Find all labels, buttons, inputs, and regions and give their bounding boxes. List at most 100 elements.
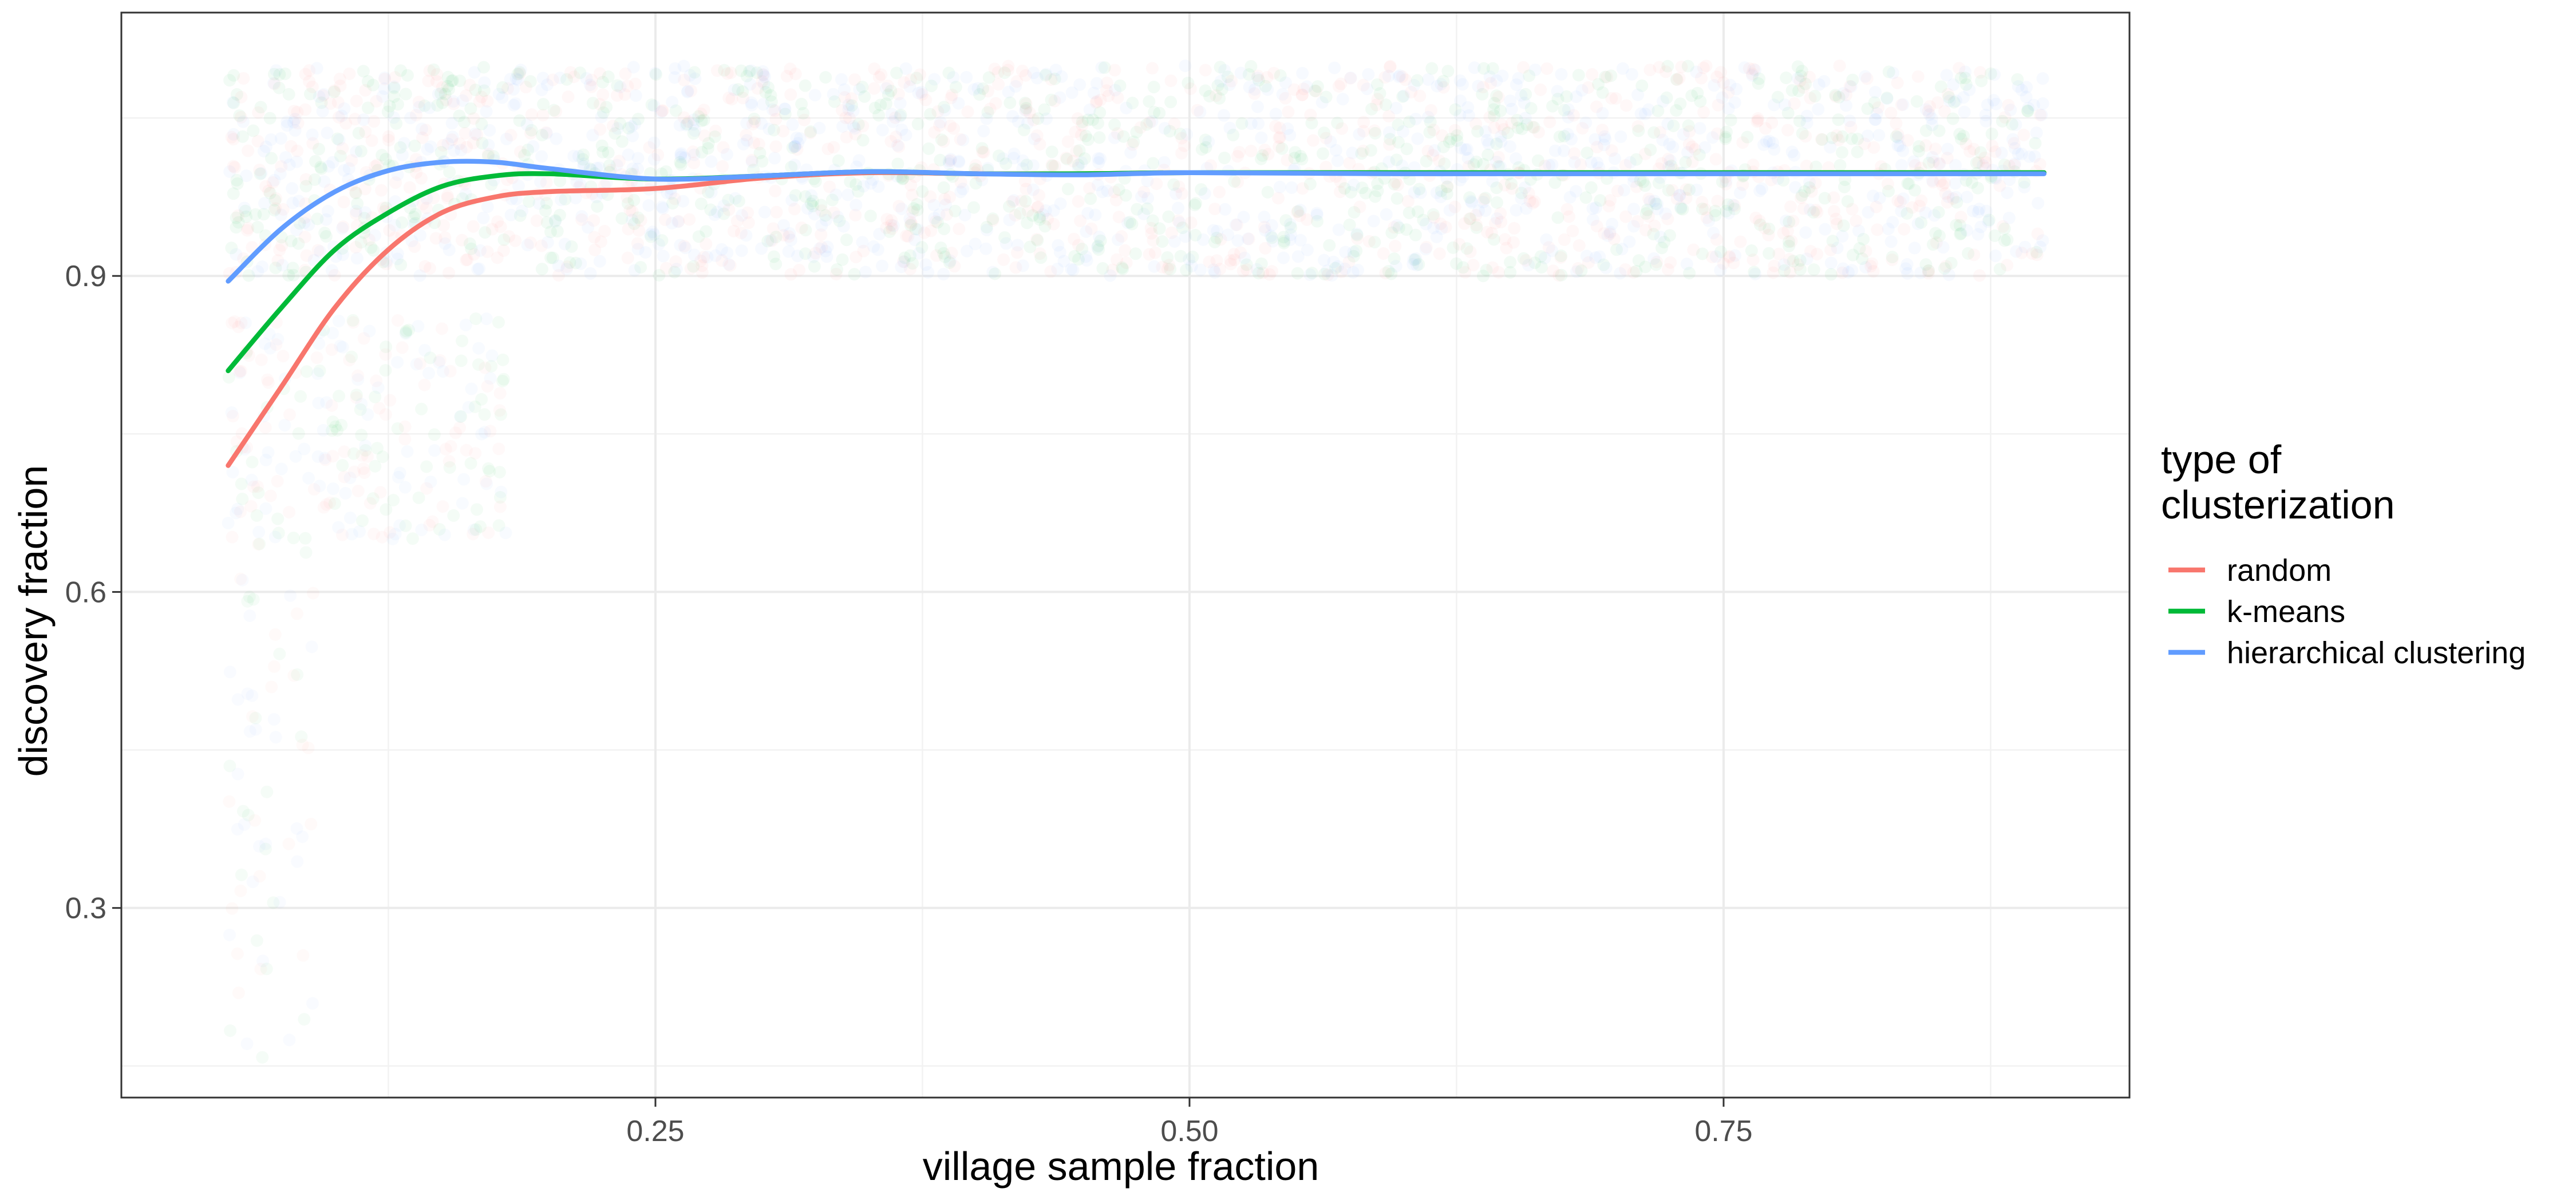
- scatter-point: [477, 61, 491, 74]
- scatter-point: [246, 710, 259, 723]
- scatter-point: [331, 423, 344, 437]
- scatter-point: [1560, 90, 1573, 103]
- scatter-point: [1116, 261, 1129, 274]
- scatter-point: [647, 136, 661, 149]
- scatter-point: [705, 155, 718, 168]
- scatter-point: [226, 316, 239, 330]
- scatter-point: [1392, 118, 1405, 132]
- scatter-point: [1411, 259, 1424, 272]
- scatter-point: [1989, 145, 2002, 159]
- scatter-point: [268, 204, 281, 217]
- scatter-point: [600, 101, 613, 114]
- scatter-point: [532, 197, 546, 210]
- scatter-point: [1653, 126, 1666, 139]
- scatter-point: [1696, 203, 1709, 216]
- scatter-point: [441, 192, 454, 205]
- scatter-point: [1350, 227, 1364, 240]
- scatter-point: [872, 70, 886, 84]
- scatter-point: [345, 350, 358, 363]
- scatter-point: [276, 350, 290, 363]
- scatter-point: [1463, 212, 1476, 225]
- scatter-point: [285, 235, 298, 248]
- scatter-point: [1213, 185, 1226, 199]
- scatter-point: [815, 240, 828, 254]
- scatter-point: [421, 142, 434, 156]
- scatter-point: [460, 89, 473, 102]
- scatter-point: [1357, 125, 1370, 138]
- scatter-point: [1462, 160, 1475, 173]
- scatter-point: [1218, 109, 1231, 122]
- scatter-point: [1283, 217, 1297, 231]
- scatter-point: [702, 137, 715, 150]
- scatter-point: [923, 108, 937, 121]
- scatter-point: [249, 208, 262, 221]
- scatter-point: [1086, 113, 1100, 126]
- scatter-point: [403, 181, 416, 194]
- scatter-point: [292, 195, 305, 208]
- scatter-point: [1939, 260, 1953, 273]
- scatter-point: [735, 244, 748, 258]
- scatter-point: [438, 237, 452, 250]
- scatter-point: [594, 123, 607, 136]
- scatter-point: [1356, 181, 1369, 195]
- scatter-point: [1173, 216, 1186, 229]
- scatter-point: [442, 266, 456, 279]
- scatter-point: [938, 223, 951, 236]
- scatter-point: [655, 234, 669, 247]
- scatter-point: [1093, 106, 1107, 119]
- scatter-point: [1720, 177, 1733, 191]
- scatter-point: [1783, 215, 1796, 228]
- scatter-point: [748, 116, 761, 129]
- scatter-point: [835, 73, 848, 86]
- scatter-point: [1836, 87, 1850, 100]
- scatter-point: [1670, 73, 1683, 86]
- scatter-point: [725, 93, 738, 106]
- scatter-point: [717, 199, 730, 212]
- scatter-point: [643, 141, 656, 154]
- scatter-point: [1696, 247, 1709, 260]
- scatter-point: [1368, 236, 1381, 249]
- scatter-point: [628, 264, 641, 277]
- scatter-point: [255, 167, 268, 180]
- scatter-point: [361, 450, 374, 463]
- scatter-point: [300, 249, 313, 262]
- scatter-point: [565, 240, 578, 253]
- scatter-point: [1824, 268, 1838, 281]
- scatter-point: [1630, 265, 1643, 278]
- scatter-point: [1420, 217, 1433, 231]
- scatter-point: [634, 261, 647, 274]
- scatter-point: [1881, 177, 1894, 191]
- scatter-point: [1871, 223, 1884, 236]
- scatter-point: [590, 161, 603, 175]
- scatter-point: [350, 252, 364, 265]
- scatter-point: [1231, 176, 1244, 189]
- scatter-point: [780, 70, 793, 83]
- scatter-point: [473, 95, 486, 108]
- scatter-point: [406, 532, 419, 545]
- scatter-point: [1377, 247, 1390, 260]
- scatter-point: [1791, 60, 1804, 73]
- scatter-point: [745, 64, 758, 77]
- scatter-point: [896, 255, 910, 268]
- scatter-point: [906, 188, 919, 201]
- scatter-point: [289, 124, 302, 137]
- scatter-point: [224, 1024, 237, 1037]
- scatter-point: [332, 110, 345, 124]
- scatter-point: [1898, 223, 1911, 236]
- scatter-point: [1987, 94, 2000, 107]
- scatter-point: [992, 78, 1005, 91]
- scatter-point: [1437, 140, 1450, 153]
- scatter-point: [757, 77, 771, 90]
- scatter-point: [247, 124, 260, 137]
- scatter-point: [1490, 89, 1503, 102]
- scatter-point: [1710, 233, 1723, 246]
- scatter-point: [1459, 266, 1472, 279]
- scatter-point: [698, 129, 711, 142]
- scatter-point: [1604, 194, 1617, 207]
- scatter-point: [433, 354, 447, 367]
- scatter-point: [1458, 217, 1471, 230]
- scatter-point: [1702, 214, 1716, 227]
- scatter-point: [422, 367, 436, 380]
- scatter-point: [1508, 221, 1521, 235]
- scatter-point: [1156, 235, 1169, 248]
